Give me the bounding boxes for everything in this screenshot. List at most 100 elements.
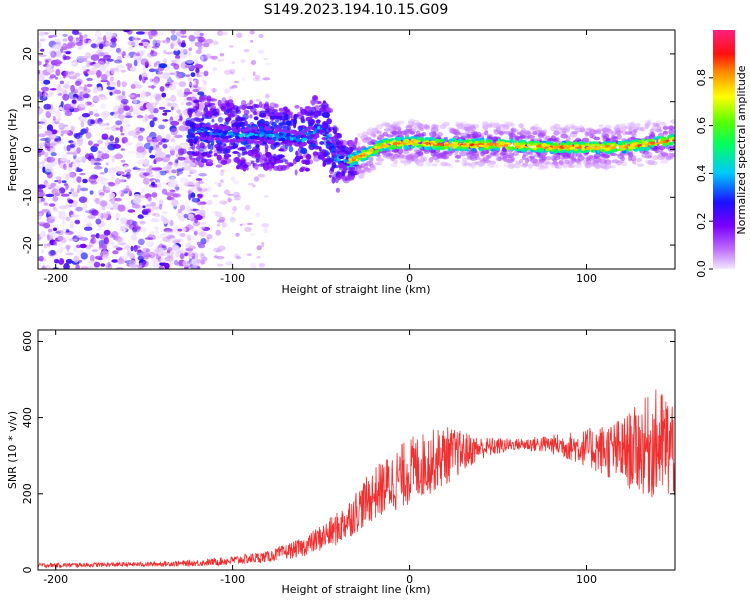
spectrogram-cell (389, 126, 397, 132)
spectrogram-cell (396, 127, 402, 131)
spectrogram-cell (255, 212, 260, 217)
spectrogram-cell (590, 161, 596, 167)
spectrogram-cell (109, 92, 113, 96)
spectrogram-cell (126, 191, 132, 195)
spectrogram-cell (115, 247, 123, 251)
spectrogram-cell (142, 177, 150, 185)
spectrogram-cell (135, 126, 144, 134)
spectrogram-cell (467, 162, 473, 167)
spectrogram-cell (132, 56, 141, 59)
spectrogram-cell (236, 32, 243, 39)
spectrogram-cell (260, 261, 268, 266)
spectrogram-cell (414, 122, 420, 127)
spectrogram-cell (388, 138, 393, 142)
spectrogram-cell (158, 204, 163, 210)
spectrogram-cell (38, 255, 44, 262)
spectrogram-cell (333, 134, 341, 140)
spectrogram-cell (216, 256, 225, 260)
spectrogram-cell (189, 169, 197, 174)
spectrogram-cell (200, 128, 204, 131)
spectrogram-cell (54, 38, 61, 43)
spectrogram-cell (111, 231, 119, 238)
spectrogram-cell (643, 138, 647, 141)
spectrogram-cell (76, 139, 84, 146)
spectrogram-cell (71, 61, 77, 68)
spectrogram-cell (68, 75, 78, 80)
spectrogram-cell (138, 238, 145, 246)
spectrogram-cell (96, 70, 102, 78)
spectrogram-cell (527, 151, 534, 156)
spectrogram-cell (223, 155, 229, 160)
spectrogram-cell (159, 247, 164, 253)
spectrogram-cell (80, 120, 85, 128)
spectrogram-cell (109, 234, 115, 239)
spectrogram-cell (228, 116, 232, 121)
spectrogram-cell (484, 130, 489, 136)
spectrogram-cell (644, 155, 652, 159)
spectrogram-cell (169, 189, 176, 193)
spectrogram-cell (429, 131, 437, 138)
spectrogram-cell (439, 143, 444, 147)
spectrogram-cell (234, 265, 238, 269)
x-tick-label: 100 (576, 573, 597, 586)
spectrogram-cell (188, 111, 192, 118)
spectrogram-cell (79, 243, 87, 249)
spectrogram-cell (318, 129, 325, 134)
spectrogram-cell (50, 249, 56, 256)
spectrogram-cell (594, 164, 601, 169)
spectrogram-cell (287, 111, 293, 116)
spectrogram-cell (575, 143, 580, 147)
spectrogram-cell (635, 123, 641, 128)
spectrogram-cell (655, 123, 660, 127)
spectrogram-cell (198, 102, 206, 106)
spectrogram-cell (518, 142, 525, 145)
spectrogram-cell (448, 138, 455, 141)
spectrogram-cell (163, 228, 172, 233)
spectrogram-cell (193, 231, 198, 236)
spectrogram-cell (392, 121, 399, 126)
spectrogram-cell (497, 156, 502, 161)
spectrogram-cell (158, 170, 167, 176)
spectrogram-cell (553, 150, 557, 154)
spectrogram-cell (104, 167, 108, 174)
spectrogram-cell (196, 241, 202, 246)
spectrogram-cell (187, 77, 193, 82)
spectrogram-cell (432, 124, 438, 129)
spectrogram-cell (565, 135, 571, 142)
spectrogram-cell (560, 142, 565, 146)
spectrogram-cell (217, 183, 222, 187)
spectrogram-cell (283, 130, 290, 133)
spectrogram-cell (213, 111, 220, 117)
spectrogram-cell (186, 234, 192, 241)
spectrogram-cell (382, 131, 389, 137)
spectrogram-cell (92, 61, 96, 65)
spectrogram-cell (543, 160, 551, 165)
spectrogram-cell (109, 135, 114, 142)
spectrogram-cell (109, 76, 114, 82)
spectrogram-cell (419, 127, 425, 132)
spectrogram-cell (388, 153, 394, 157)
spectrogram-cell (187, 174, 192, 177)
spectrogram-cell (265, 130, 271, 135)
spectrogram-cell (451, 128, 460, 133)
spectrogram-cell (196, 258, 201, 264)
spectrogram-cell (245, 134, 250, 138)
spectrogram-cell (620, 123, 626, 130)
spectrogram-cell (76, 32, 82, 36)
spectrogram-cell (142, 205, 146, 209)
spectrogram-cell (122, 226, 126, 234)
spectrogram-cell (590, 149, 596, 153)
spectrogram-cell (469, 125, 477, 132)
spectrogram-cell (388, 146, 394, 150)
spectrogram-cell (621, 141, 625, 145)
spectrogram-cell (38, 73, 46, 82)
spectrogram-cell (151, 167, 160, 171)
spectrogram-cell (240, 59, 246, 64)
spectrogram-cell (449, 128, 457, 134)
spectrogram-cell (174, 48, 178, 52)
spectrogram-cell (76, 244, 81, 249)
spectrogram-cell (220, 31, 228, 36)
spectrogram-cell (205, 38, 214, 44)
spectrogram-cell (86, 60, 91, 68)
